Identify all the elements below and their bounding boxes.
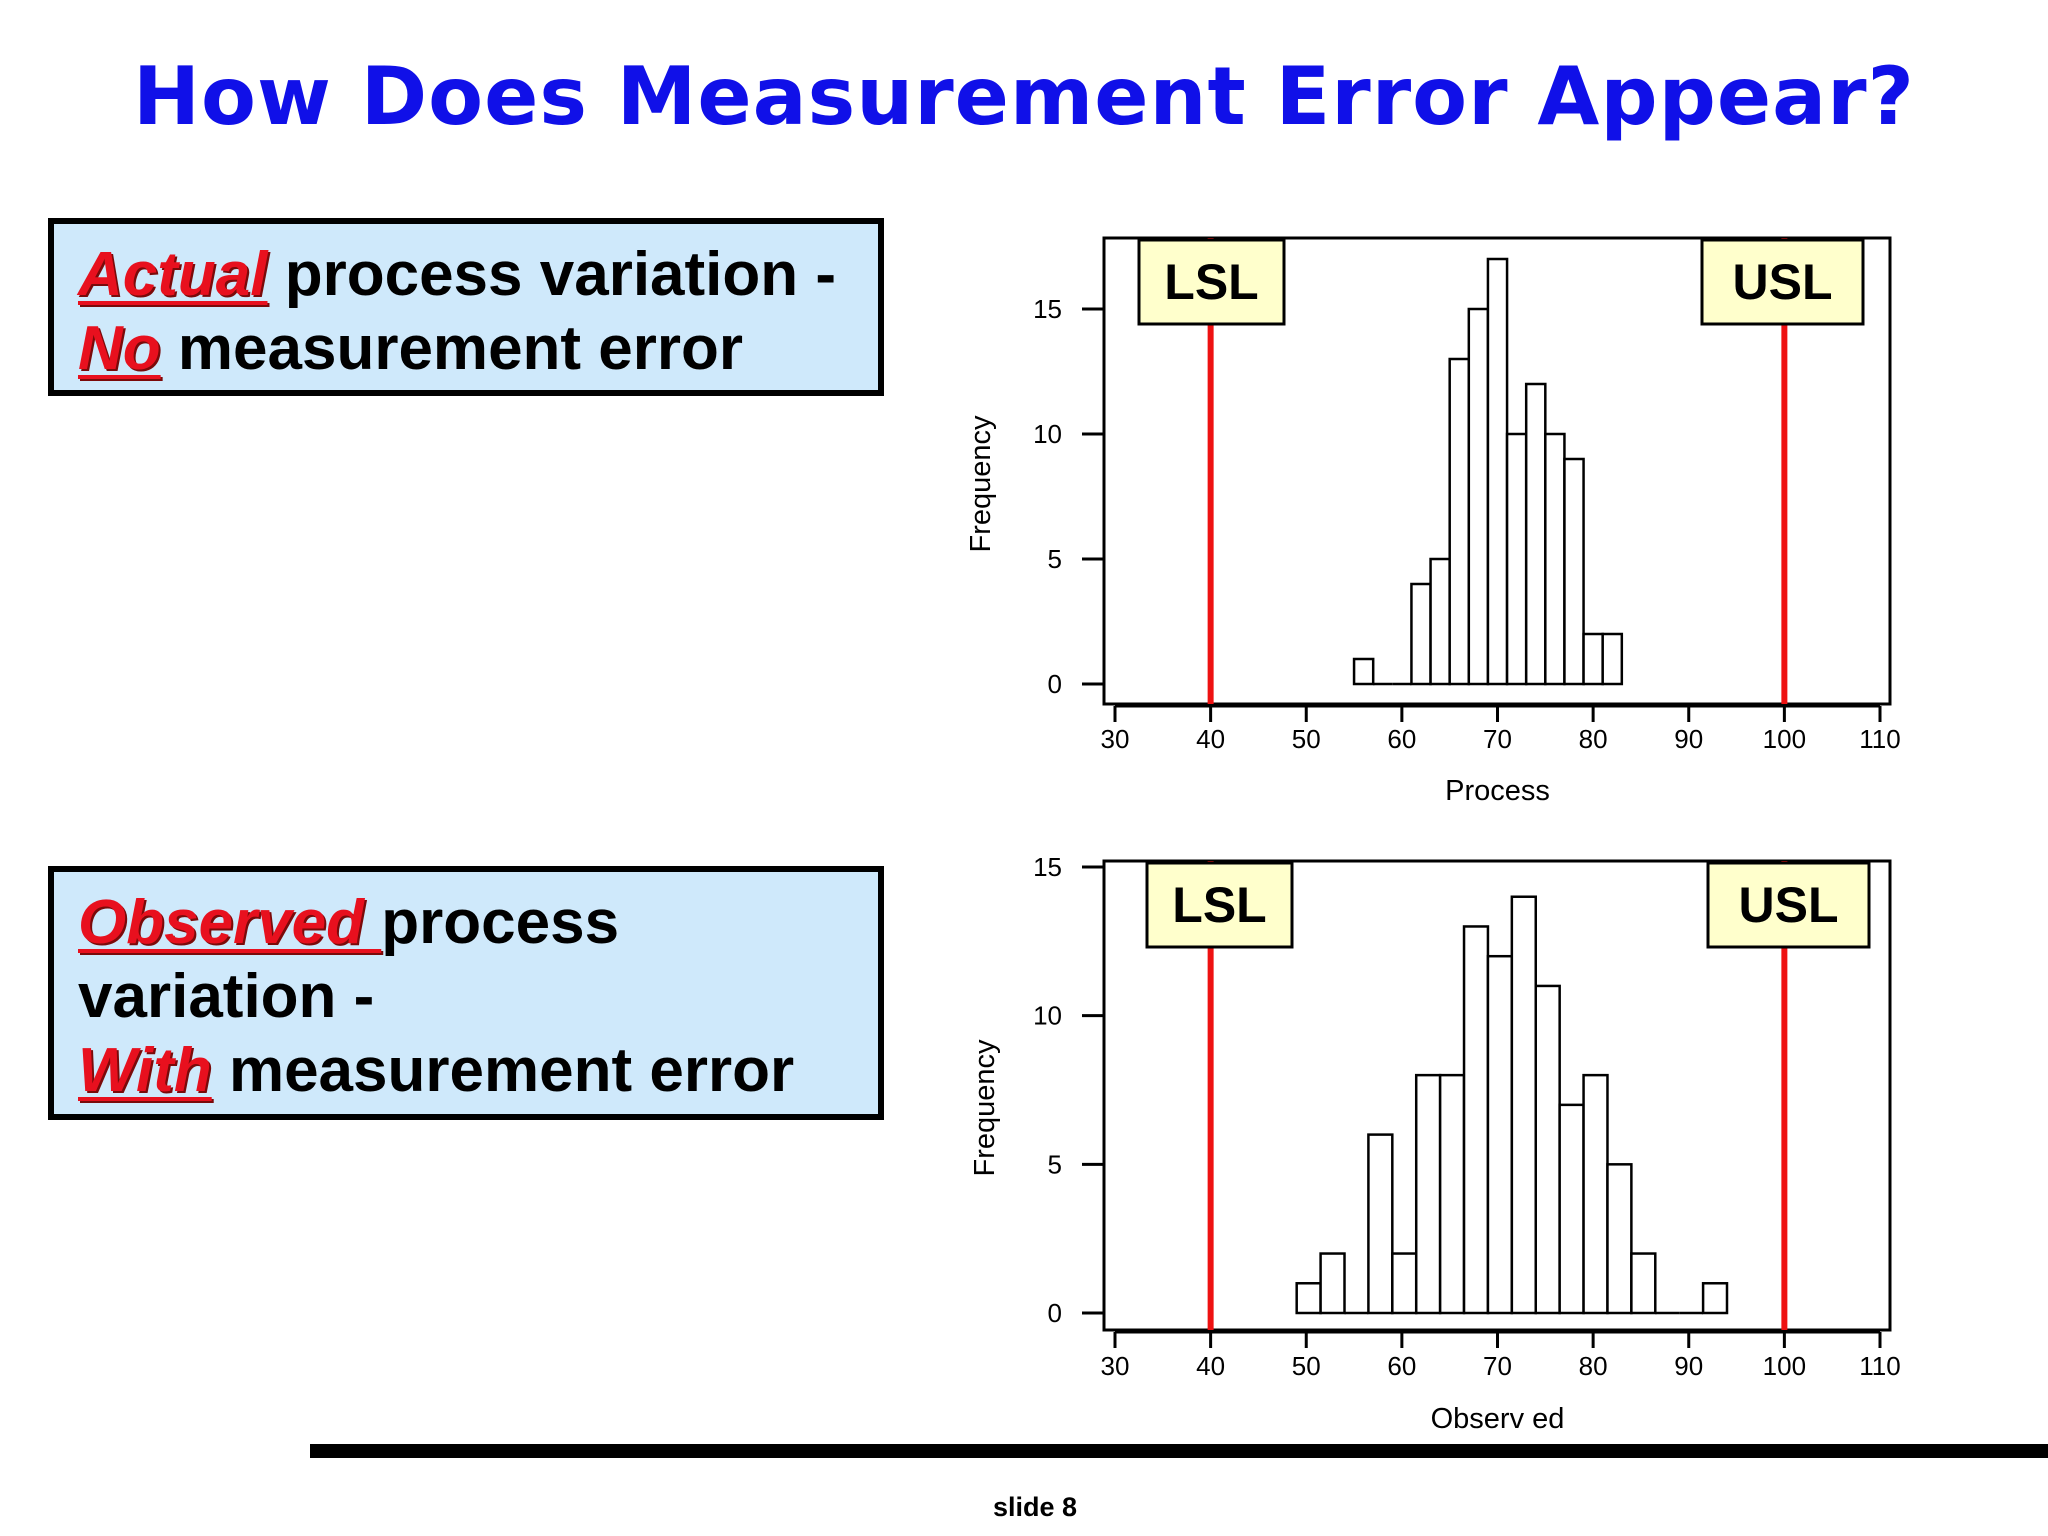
process-x-tick-label: 80 [1579, 724, 1608, 754]
observed-histogram-bar [1582, 1073, 1609, 1315]
process-histogram: 0 5 10 15 30 40 50 60 70 80 90 100 110 Process Frequen… [965, 236, 1901, 807]
process-x-tick-label: 30 [1101, 724, 1130, 754]
observed-x-axis-title: Observ ed [1431, 1403, 1565, 1435]
observed-x-tick-label: 30 [1101, 1351, 1130, 1381]
callout-actual-emphasis-2: No [78, 314, 161, 383]
callout-observed-emphasis: Observed [78, 888, 382, 957]
process-histogram-bar [1563, 457, 1585, 686]
observed-x-tick-label: 90 [1674, 1351, 1703, 1381]
process-x-tick-label: 110 [1859, 724, 1900, 754]
observed-histogram-bar [1701, 1282, 1729, 1315]
callout-observed-line-2: variation - [78, 962, 375, 1031]
observed-x-tick-label: 60 [1387, 1351, 1416, 1381]
observed-y-axis-title: Frequency [969, 1039, 1001, 1177]
process-y-axis-title: Frequency [965, 415, 997, 553]
process-y-tick-label: 10 [1033, 419, 1062, 449]
callout-actual-text-2: measurement error [160, 314, 744, 383]
process-x-tick-label: 70 [1483, 724, 1512, 754]
process-x-tick-label: 50 [1292, 724, 1321, 754]
callout-observed-emphasis-2: With [78, 1036, 212, 1105]
process-y-tick-label: 5 [1048, 544, 1062, 574]
callout-observed-text-1: process [381, 888, 620, 957]
observed-histogram-bar [1295, 1282, 1322, 1315]
callout-observed-text-2: measurement error [211, 1036, 795, 1105]
process-y-tick-label: 0 [1048, 669, 1062, 699]
footer-divider [310, 1444, 2048, 1458]
process-y-tick-label: 15 [1033, 294, 1062, 324]
process-histogram-bar [1601, 632, 1624, 686]
callout-observed-variation: Observed process variation - With measur… [48, 866, 884, 1120]
process-usl-label: USL [1733, 254, 1833, 310]
observed-histogram-bar [1510, 895, 1537, 1315]
process-x-tick-label: 40 [1196, 724, 1225, 754]
process-usl-label-box [1700, 238, 1865, 326]
observed-histogram-bar [1438, 1073, 1466, 1315]
observed-lsl-label-box [1145, 861, 1294, 949]
observed-histogram-bar [1319, 1252, 1346, 1315]
process-x-tick-label: 60 [1387, 724, 1416, 754]
callout-actual-emphasis: Actual [78, 240, 268, 309]
slide-number: slide 8 [993, 1492, 1078, 1522]
observed-lsl-label: LSL [1172, 877, 1266, 933]
process-histogram-bar [1352, 657, 1375, 686]
process-lsl-label-box [1137, 238, 1286, 326]
observed-y-tick-label: 5 [1048, 1149, 1062, 1179]
observed-usl-label-box [1706, 861, 1871, 949]
observed-y-tick-label: 15 [1033, 852, 1062, 882]
callout-actual-variation: Actual process variation - No measuremen… [48, 218, 884, 396]
observed-histogram-bar [1367, 1133, 1394, 1315]
observed-histogram-bar [1606, 1163, 1633, 1315]
observed-x-tick-label: 70 [1483, 1351, 1512, 1381]
observed-x-tick-label: 110 [1859, 1351, 1900, 1381]
observed-histogram-bar [1462, 925, 1490, 1315]
observed-x-tick-label: 40 [1196, 1351, 1225, 1381]
process-x-tick-label: 100 [1763, 724, 1806, 754]
process-x-axis-title: Process [1445, 775, 1550, 807]
observed-y-tick-label: 10 [1033, 1001, 1062, 1031]
observed-plot-frame [1102, 859, 1892, 1332]
slide-title: How Does Measurement Error Appear? [133, 50, 1915, 143]
observed-x-tick-label: 100 [1763, 1351, 1806, 1381]
observed-histogram-bar [1486, 954, 1514, 1315]
observed-histogram-bar [1630, 1252, 1657, 1315]
observed-usl-label: USL [1739, 877, 1839, 933]
observed-histogram-bar [1391, 1252, 1418, 1315]
observed-histogram-bar [1558, 1103, 1585, 1315]
process-plot-frame [1102, 236, 1892, 706]
observed-x-tick-label: 50 [1292, 1351, 1321, 1381]
observed-histogram-bar [1534, 984, 1561, 1315]
observed-x-tick-label: 80 [1579, 1351, 1608, 1381]
process-lsl-label: LSL [1164, 254, 1258, 310]
observed-histogram-bar [1414, 1073, 1442, 1315]
callout-actual-text-1: process variation - [267, 240, 837, 309]
process-x-tick-label: 90 [1674, 724, 1703, 754]
observed-y-tick-label: 0 [1048, 1298, 1062, 1328]
